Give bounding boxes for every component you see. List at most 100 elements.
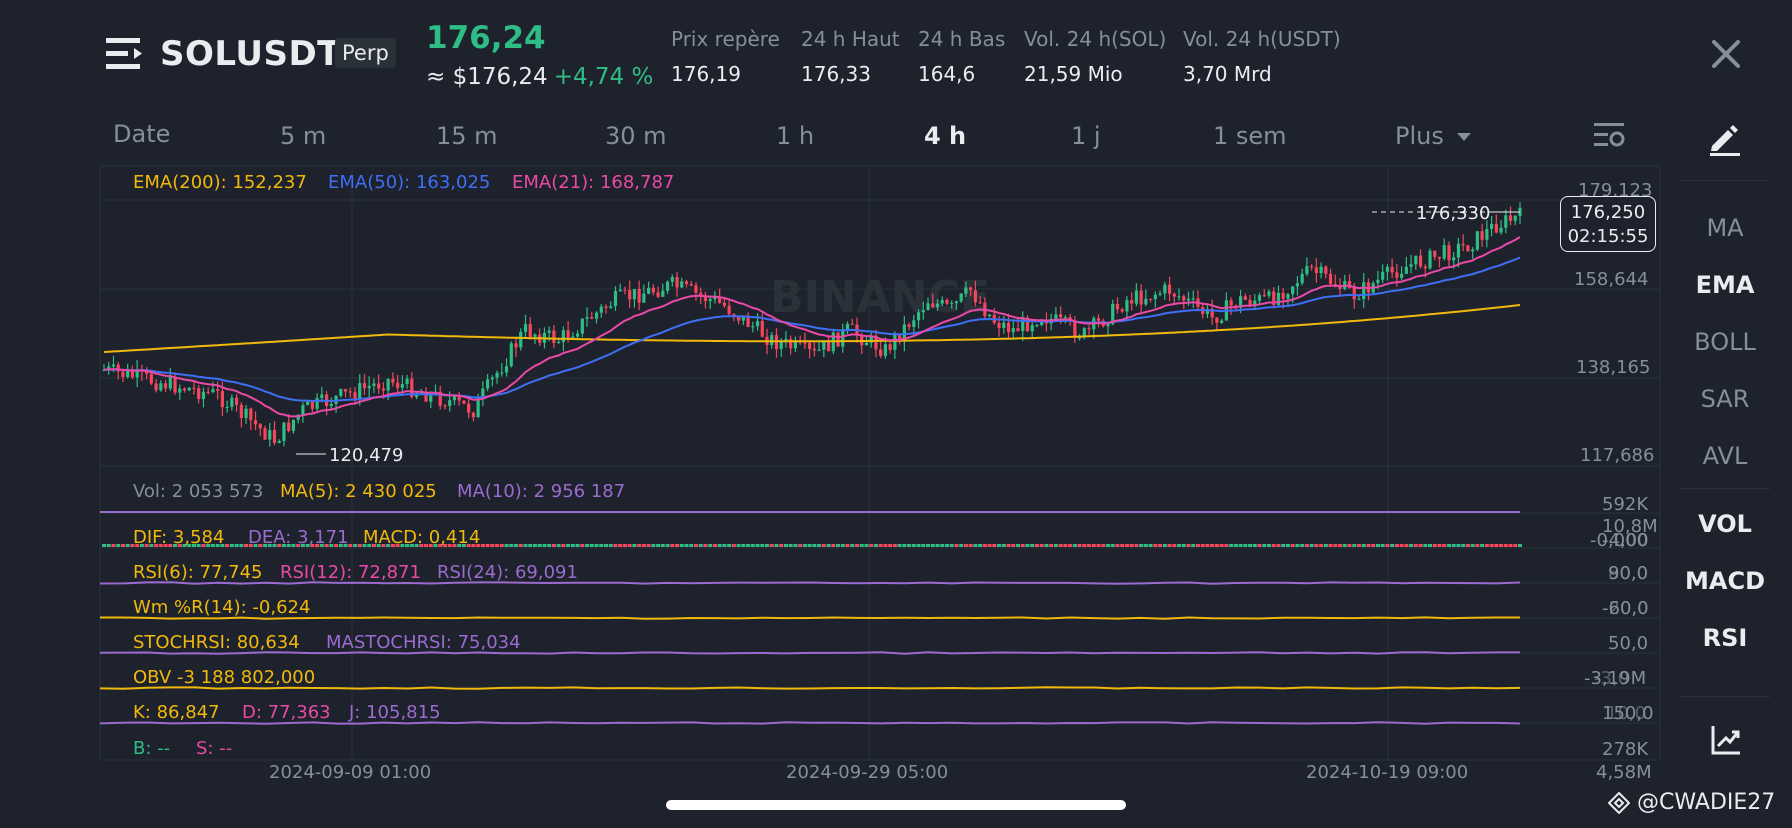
macd-bar [518, 544, 523, 547]
candle-body [836, 332, 840, 347]
candle-body [656, 292, 660, 297]
sidebar-item-sar[interactable]: SAR [1700, 385, 1750, 413]
symbol-title[interactable]: SOLUSDT [160, 34, 341, 74]
candle-body [1452, 257, 1456, 261]
draw-tool-icon[interactable] [1706, 120, 1742, 156]
candle-body [211, 389, 215, 393]
macd-bar [239, 544, 244, 547]
wr-axis: -60,0 [1602, 598, 1649, 619]
macd-bar [1110, 544, 1115, 547]
candle-body [1414, 255, 1418, 265]
candle-body [443, 405, 447, 407]
macd-bar [1442, 544, 1447, 547]
macd-bar [452, 544, 457, 547]
macd-bar [362, 544, 367, 547]
macd-bar [248, 544, 253, 547]
macd-bar [1513, 544, 1518, 547]
chart-type-icon[interactable] [1710, 724, 1742, 756]
macd-bar [281, 544, 286, 547]
candle-body [552, 330, 556, 343]
candle-body [1016, 328, 1020, 332]
macd-bar [660, 544, 665, 547]
candle-body [826, 341, 831, 352]
macd-bar [779, 544, 784, 547]
macd-bar [106, 544, 111, 547]
tab-4h[interactable]: 4 h [924, 122, 967, 150]
candle-body [1461, 243, 1465, 246]
menu-icon[interactable] [106, 36, 144, 72]
obv-axis-2: -3,0 [1594, 668, 1630, 689]
macd-bar [888, 544, 893, 547]
candle-body [291, 419, 296, 431]
candle-body [519, 331, 523, 348]
tab-30m[interactable]: 30 m [605, 122, 667, 150]
ema-lines [103, 236, 1521, 418]
indicator-line [99, 721, 1521, 725]
candle-body [1272, 291, 1276, 305]
tab-15m[interactable]: 15 m [436, 122, 498, 150]
tab-1h[interactable]: 1 h [776, 122, 815, 150]
stat-label-mark-price: Prix repère [671, 27, 780, 51]
candle-body [916, 312, 921, 321]
y-tick: 179,123 [1578, 180, 1653, 201]
candle-body [864, 342, 869, 346]
tab-1w[interactable]: 1 sem [1213, 122, 1287, 150]
candle-body [973, 290, 977, 303]
macd-bar [556, 544, 561, 547]
candle-body [287, 422, 291, 431]
legend-sell: S: -- [196, 738, 233, 759]
macd-bar [935, 544, 940, 547]
chart-settings-icon[interactable] [1592, 120, 1626, 150]
sidebar-item-avl[interactable]: AVL [1702, 442, 1748, 470]
macd-bar [878, 544, 883, 547]
kdj-axis: 150,0 [1602, 703, 1654, 724]
macd-bar [1304, 544, 1309, 547]
macd-bar [1044, 544, 1049, 547]
macd-bar [575, 544, 580, 547]
macd-bar [1034, 544, 1039, 547]
macd-bar [1219, 544, 1224, 547]
sidebar-item-rsi[interactable]: RSI [1702, 624, 1748, 652]
candle-body [727, 305, 731, 315]
candle-body [405, 378, 409, 384]
candle-body [353, 392, 357, 399]
macd-bar [1371, 544, 1376, 547]
candle-body [599, 306, 603, 313]
candle-body [959, 293, 963, 302]
candle-body [523, 324, 528, 332]
candle-body [102, 369, 106, 371]
candle-body [1276, 292, 1281, 305]
sidebar-item-vol[interactable]: VOL [1698, 510, 1752, 538]
sidebar-item-macd[interactable]: MACD [1685, 567, 1765, 595]
candle-body [907, 324, 911, 327]
tab-date[interactable]: Date [113, 120, 171, 148]
candle-body [149, 373, 153, 384]
home-indicator[interactable] [666, 800, 1126, 810]
candle-body [722, 302, 726, 306]
ema50-line [103, 256, 1521, 403]
close-icon[interactable] [1710, 38, 1742, 70]
candle-body [623, 289, 627, 291]
tab-more[interactable]: Plus [1395, 122, 1472, 150]
candle-body [642, 293, 646, 303]
macd-bar [1503, 544, 1508, 547]
tab-1d[interactable]: 1 j [1071, 122, 1101, 150]
candle-body [755, 321, 760, 327]
sidebar-item-ma[interactable]: MA [1706, 214, 1744, 242]
x-date-label: 2024-09-09 01:00 [269, 762, 432, 783]
macd-bar [466, 544, 471, 547]
macd-bar [665, 544, 670, 547]
macd-bar [708, 544, 713, 547]
candle-body [348, 391, 352, 393]
macd-axis-top: 10,8M [1602, 516, 1658, 537]
candle-body [987, 314, 992, 317]
macd-bar [1456, 544, 1461, 547]
sidebar-item-ema[interactable]: EMA [1695, 271, 1755, 299]
sidebar-item-boll[interactable]: BOLL [1694, 328, 1756, 356]
tab-5m[interactable]: 5 m [280, 122, 327, 150]
candle-body [684, 281, 689, 285]
macd-bar [1361, 544, 1366, 547]
candle-body [1300, 273, 1304, 284]
macd-bar [1248, 544, 1253, 547]
